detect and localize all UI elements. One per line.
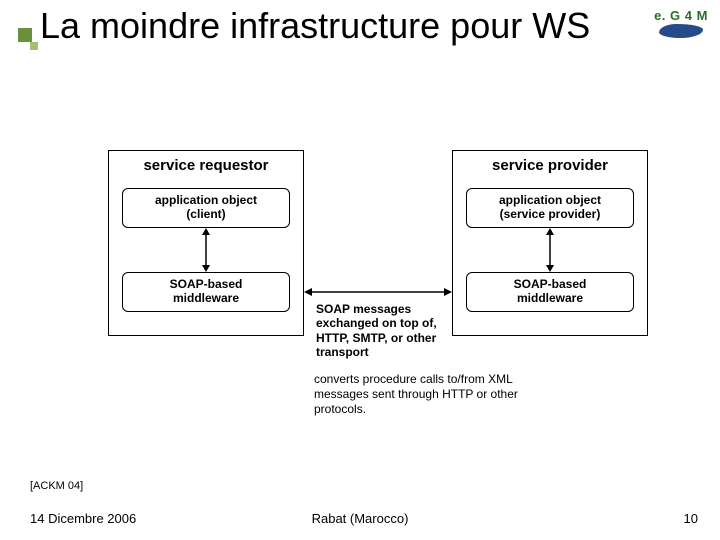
logo-shape-icon xyxy=(659,24,703,38)
cap-l3: protocols. xyxy=(314,402,366,416)
cap-l1: converts procedure calls to/from XML xyxy=(314,372,513,386)
client-soap-middleware: SOAP-based middleware xyxy=(122,272,290,312)
cap-l2: messages sent through HTTP or other xyxy=(314,387,518,401)
msg-l2: exchanged on top of, xyxy=(316,316,437,330)
provider-inner-arrow-icon xyxy=(542,228,558,272)
footer-location: Rabat (Marocco) xyxy=(0,511,720,526)
provider-mw-line2: middleware xyxy=(517,291,583,305)
provider-app-line1: application object xyxy=(499,193,601,207)
client-mw-line2: middleware xyxy=(173,291,239,305)
client-app-line1: application object xyxy=(155,193,257,207)
provider-app-line2: (service provider) xyxy=(500,207,601,221)
requestor-inner-arrow-icon xyxy=(198,228,214,272)
soap-message-label: SOAP messages exchanged on top of, HTTP,… xyxy=(316,302,466,360)
diagram-caption: converts procedure calls to/from XML mes… xyxy=(314,372,574,417)
provider-title: service provider xyxy=(453,157,647,174)
provider-soap-middleware: SOAP-based middleware xyxy=(466,272,634,312)
msg-l3: HTTP, SMTP, or other xyxy=(316,331,436,345)
requestor-title: service requestor xyxy=(109,157,303,174)
msg-l4: transport xyxy=(316,345,369,359)
provider-mw-line1: SOAP-based xyxy=(514,277,587,291)
logo-text: e. G 4 M xyxy=(652,8,710,23)
logo: e. G 4 M xyxy=(652,8,710,38)
footer-page-number: 10 xyxy=(684,511,698,526)
client-application-object: application object (client) xyxy=(122,188,290,228)
title-accent-icon xyxy=(18,28,42,52)
msg-l1: SOAP messages xyxy=(316,302,411,316)
middleware-connection-arrow-icon xyxy=(304,284,452,300)
architecture-diagram: service requestor application object (cl… xyxy=(108,150,648,380)
client-mw-line1: SOAP-based xyxy=(170,277,243,291)
slide-title: La moindre infrastructure pour WS xyxy=(40,6,640,46)
client-app-line2: (client) xyxy=(186,207,225,221)
provider-application-object: application object (service provider) xyxy=(466,188,634,228)
citation: [ACKM 04] xyxy=(30,480,83,492)
